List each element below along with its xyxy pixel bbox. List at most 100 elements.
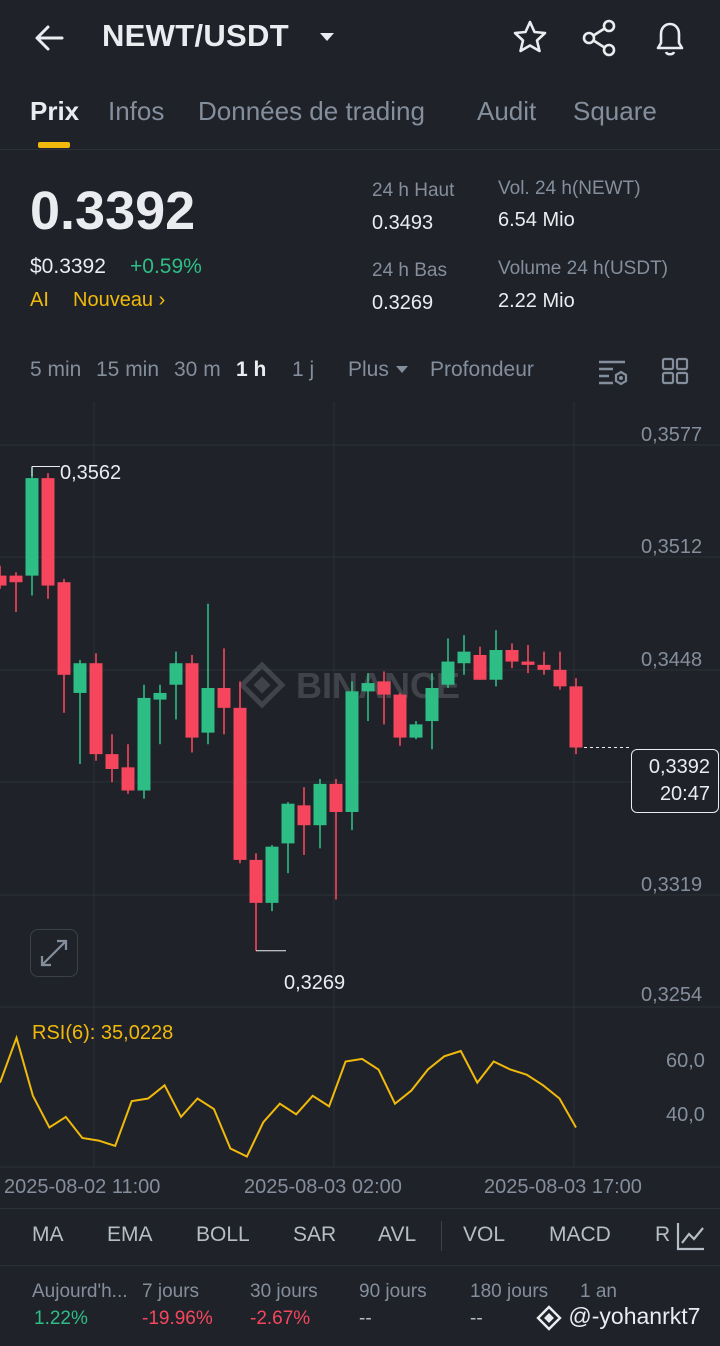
fullscreen-button[interactable] xyxy=(30,929,78,977)
low-label: 24 h Bas xyxy=(372,260,447,281)
perf-value: -- xyxy=(359,1308,372,1329)
bell-icon[interactable] xyxy=(650,16,690,60)
indicator-macd[interactable]: MACD xyxy=(549,1223,611,1246)
candle-body xyxy=(137,697,151,791)
interval-bar: 5 min 15 min 30 m 1 h 1 j Plus Profondeu… xyxy=(0,357,720,388)
perf-label: 90 jours xyxy=(359,1281,427,1302)
chevron-right-icon: › xyxy=(158,289,166,311)
candle-body xyxy=(537,664,551,670)
tab-infos[interactable]: Infos xyxy=(108,96,165,126)
candle-body xyxy=(121,767,135,791)
candle-body xyxy=(41,478,55,586)
active-tab-indicator xyxy=(38,142,70,148)
interval-1j[interactable]: 1 j xyxy=(292,358,315,381)
nouveau-link[interactable]: Nouveau › xyxy=(73,289,165,312)
candle-body xyxy=(25,478,39,576)
pair-dropdown-icon[interactable] xyxy=(318,30,336,44)
indicator-sar[interactable]: SAR xyxy=(293,1223,337,1246)
more-label: Plus xyxy=(348,358,389,381)
candle-body xyxy=(393,694,407,738)
nouveau-label: Nouveau xyxy=(73,289,154,311)
grid-layout-icon[interactable] xyxy=(660,356,690,392)
candle-body xyxy=(281,803,295,844)
x-tick: 2025-08-02 11:00 xyxy=(4,1176,161,1198)
y-tick: 0,3512 xyxy=(641,536,703,558)
perf-value: -- xyxy=(470,1308,483,1329)
candle-body xyxy=(345,691,359,812)
tab-square[interactable]: Square xyxy=(573,96,657,126)
candlestick-chart[interactable]: BINANCE xyxy=(0,402,720,1208)
rsi-panel xyxy=(0,1034,577,1158)
candle-body xyxy=(441,661,455,685)
more-caret-icon xyxy=(395,366,408,374)
tab-donnees-trading[interactable]: Données de trading xyxy=(198,96,425,126)
candle-body xyxy=(233,707,247,860)
user-handle: @-yohanrkt7 xyxy=(568,1303,701,1329)
candle-body xyxy=(409,724,423,738)
perf-label: 1 an xyxy=(580,1281,617,1302)
perf-value: -19.96% xyxy=(142,1308,213,1329)
perf-value: 1.22% xyxy=(34,1308,88,1329)
perf-label: 180 jours xyxy=(470,1281,549,1302)
vol-quote-label: Volume 24 h(USDT) xyxy=(498,258,669,279)
interval-15min[interactable]: 15 min xyxy=(96,358,160,381)
indicator-boll[interactable]: BOLL xyxy=(196,1223,250,1246)
chart-grid xyxy=(0,402,720,1168)
indicator-vol[interactable]: VOL xyxy=(463,1223,506,1246)
candle-body xyxy=(489,650,503,680)
candle-body xyxy=(457,651,471,664)
candle-body xyxy=(89,663,103,755)
candle-body xyxy=(297,805,311,826)
candle-body xyxy=(153,692,167,700)
back-arrow-icon[interactable] xyxy=(30,18,70,58)
indicator-ema[interactable]: EMA xyxy=(107,1223,153,1246)
candle-body xyxy=(377,681,391,695)
perf-value: -2.67% xyxy=(250,1308,311,1329)
ai-tag[interactable]: AI xyxy=(30,289,49,311)
depth-tab[interactable]: Profondeur xyxy=(430,358,534,381)
extreme-markers xyxy=(31,466,286,952)
current-price-value: 0,3392 xyxy=(648,756,710,778)
y-tick: 0,3254 xyxy=(641,984,703,1006)
binance-logo-icon xyxy=(536,1305,562,1331)
star-icon[interactable] xyxy=(510,16,550,60)
more-intervals[interactable]: Plus xyxy=(348,358,409,382)
price-chart[interactable]: BINANCE 0,3577 0,3512 0,3448 0,3319 0,32… xyxy=(0,402,720,1208)
interval-30m[interactable]: 30 m xyxy=(174,358,221,381)
share-icon[interactable] xyxy=(580,16,620,60)
perf-label: Aujourd'h... xyxy=(32,1281,128,1302)
candle-body xyxy=(185,663,199,738)
pair-title[interactable]: NEWT/USDT xyxy=(102,18,289,53)
indicator-ma[interactable]: MA xyxy=(32,1223,64,1246)
top-bar: NEWT/USDT xyxy=(0,0,720,78)
indicator-r[interactable]: R xyxy=(655,1223,671,1246)
candle-body xyxy=(505,650,519,662)
candle-body xyxy=(249,859,263,903)
chart-settings-icon[interactable] xyxy=(596,356,628,394)
expand-icon xyxy=(40,939,68,967)
candle-body xyxy=(553,669,567,687)
tab-audit[interactable]: Audit xyxy=(477,96,537,126)
perf-label: 7 jours xyxy=(142,1281,200,1302)
candle-body xyxy=(521,661,535,665)
price-change: +0.59% xyxy=(130,255,202,278)
current-price-box[interactable]: 0,3392 20:47 xyxy=(631,749,719,813)
candle-body xyxy=(217,688,231,708)
x-tick: 2025-08-03 17:00 xyxy=(484,1176,642,1198)
rsi-tick: 60,0 xyxy=(666,1050,705,1072)
interval-1h[interactable]: 1 h xyxy=(236,358,267,381)
candle-body xyxy=(329,783,343,812)
last-price: 0.3392 xyxy=(30,181,196,241)
indicator-settings-icon[interactable] xyxy=(674,1219,708,1258)
candle-body xyxy=(569,686,583,748)
y-tick: 0,3319 xyxy=(641,874,703,896)
vol-quote-value: 2.22 Mio xyxy=(498,290,575,312)
candle-body xyxy=(361,683,375,692)
low-marker-label: 0,3269 xyxy=(284,972,346,994)
low-value: 0.3269 xyxy=(372,292,434,314)
interval-5min[interactable]: 5 min xyxy=(30,358,82,381)
candle-body xyxy=(473,654,487,680)
main-tabs: Prix Infos Données de trading Audit Squa… xyxy=(0,78,720,150)
tab-prix[interactable]: Prix xyxy=(30,96,80,126)
indicator-avl[interactable]: AVL xyxy=(378,1223,417,1246)
